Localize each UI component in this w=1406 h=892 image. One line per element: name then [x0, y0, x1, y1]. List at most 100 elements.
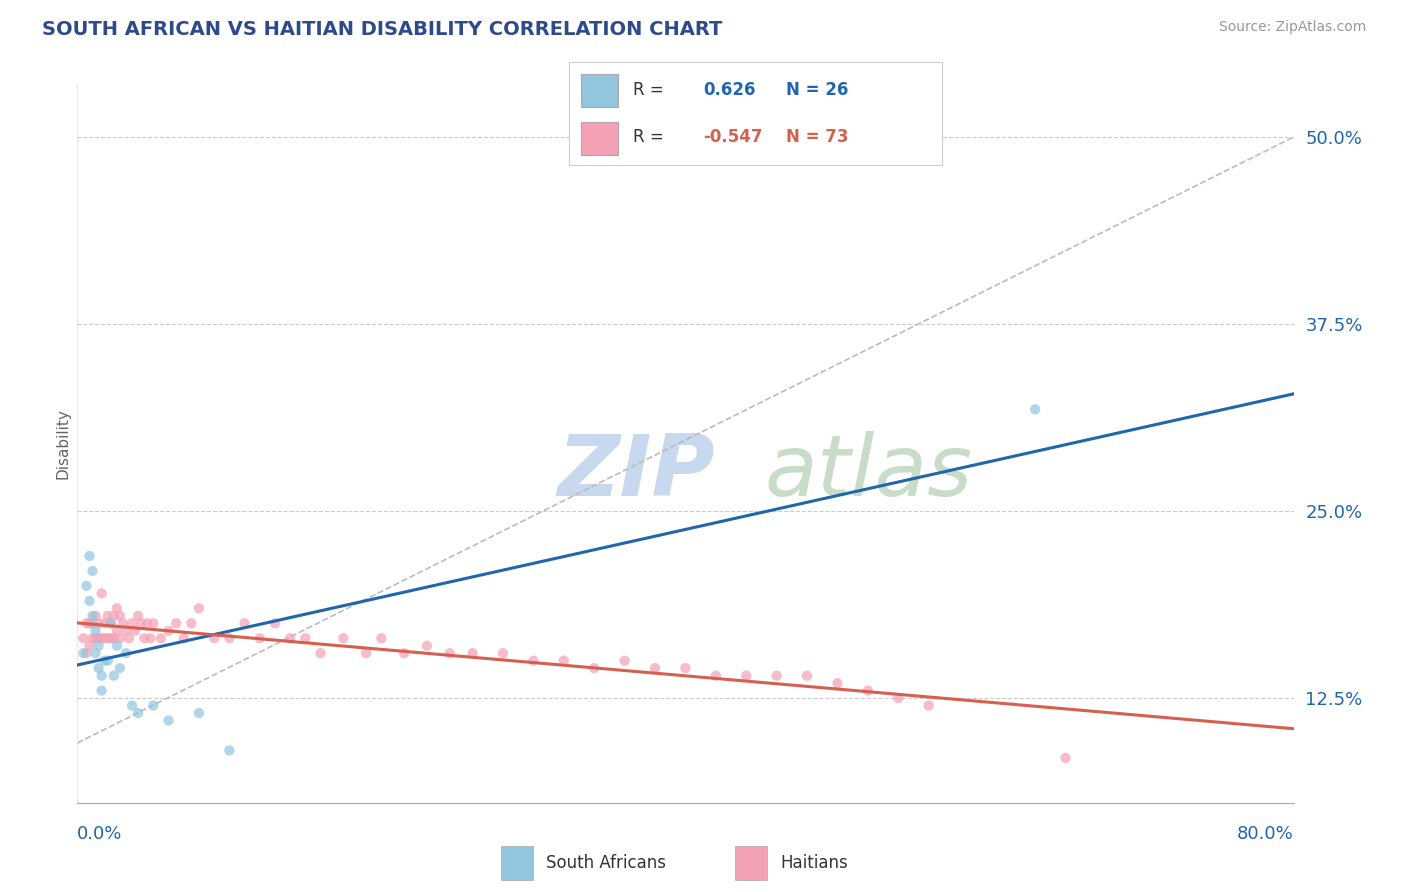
Point	[136, 616, 159, 631]
Point	[233, 616, 256, 631]
Point	[827, 676, 849, 690]
Point	[492, 646, 515, 660]
FancyBboxPatch shape	[581, 122, 617, 155]
Point	[129, 616, 152, 631]
Point	[82, 616, 104, 631]
Point	[87, 639, 110, 653]
Point	[93, 632, 115, 646]
Point	[103, 632, 125, 646]
Point	[370, 632, 392, 646]
Point	[553, 654, 575, 668]
Point	[79, 616, 101, 631]
Point	[87, 616, 110, 631]
Point	[142, 616, 165, 631]
Point	[105, 601, 128, 615]
Point	[79, 549, 101, 563]
Point	[416, 639, 439, 653]
Point	[103, 668, 125, 682]
Text: SOUTH AFRICAN VS HAITIAN DISABILITY CORRELATION CHART: SOUTH AFRICAN VS HAITIAN DISABILITY CORR…	[42, 20, 723, 38]
Point	[218, 632, 240, 646]
Point	[613, 654, 636, 668]
Point	[72, 646, 94, 660]
Point	[100, 632, 122, 646]
Point	[522, 654, 544, 668]
Point	[173, 632, 195, 646]
Point	[165, 616, 187, 631]
Point	[218, 743, 240, 757]
Point	[264, 616, 287, 631]
Point	[118, 632, 141, 646]
Point	[87, 632, 110, 646]
Point	[84, 608, 107, 623]
Point	[887, 691, 910, 706]
Point	[856, 683, 879, 698]
Point	[392, 646, 415, 660]
Point	[461, 646, 484, 660]
Point	[105, 624, 128, 638]
Point	[87, 661, 110, 675]
Point	[75, 579, 97, 593]
Point	[1024, 402, 1046, 417]
Point	[121, 698, 143, 713]
Point	[82, 632, 104, 646]
FancyBboxPatch shape	[581, 74, 617, 106]
Point	[75, 646, 97, 660]
Point	[90, 632, 112, 646]
Point	[249, 632, 271, 646]
Point	[84, 646, 107, 660]
Point	[188, 601, 211, 615]
Point	[97, 608, 120, 623]
Point	[108, 608, 131, 623]
Point	[115, 646, 138, 660]
Point	[105, 639, 128, 653]
Point	[79, 639, 101, 653]
Point	[97, 632, 120, 646]
Point	[765, 668, 787, 682]
Point	[127, 706, 149, 720]
Point	[202, 632, 225, 646]
Text: ZIP: ZIP	[558, 431, 716, 514]
FancyBboxPatch shape	[501, 846, 533, 880]
Text: South Africans: South Africans	[546, 854, 666, 872]
Point	[90, 668, 112, 682]
Text: Source: ZipAtlas.com: Source: ZipAtlas.com	[1219, 20, 1367, 34]
Point	[127, 608, 149, 623]
Point	[90, 586, 112, 600]
Point	[90, 683, 112, 698]
Point	[180, 616, 202, 631]
Point	[439, 646, 461, 660]
Text: R =: R =	[633, 81, 664, 99]
Point	[675, 661, 697, 675]
Point	[1054, 751, 1077, 765]
Text: -0.547: -0.547	[703, 128, 763, 146]
Point	[100, 616, 122, 631]
Text: N = 26: N = 26	[786, 81, 848, 99]
Point	[918, 698, 941, 713]
Point	[139, 632, 162, 646]
Point	[309, 646, 332, 660]
Point	[75, 616, 97, 631]
Point	[332, 632, 354, 646]
Point	[278, 632, 301, 646]
Point	[583, 661, 606, 675]
Point	[294, 632, 316, 646]
Point	[103, 608, 125, 623]
Point	[84, 632, 107, 646]
Point	[354, 646, 377, 660]
Point	[79, 594, 101, 608]
Y-axis label: Disability: Disability	[55, 409, 70, 479]
Point	[97, 654, 120, 668]
Text: R =: R =	[633, 128, 664, 146]
Text: Haitians: Haitians	[780, 854, 848, 872]
Text: N = 73: N = 73	[786, 128, 848, 146]
Point	[100, 616, 122, 631]
Point	[72, 632, 94, 646]
Point	[142, 698, 165, 713]
Point	[157, 624, 180, 638]
FancyBboxPatch shape	[735, 846, 766, 880]
Point	[84, 624, 107, 638]
Text: 0.626: 0.626	[703, 81, 756, 99]
Point	[134, 632, 156, 646]
Point	[82, 608, 104, 623]
Point	[108, 632, 131, 646]
